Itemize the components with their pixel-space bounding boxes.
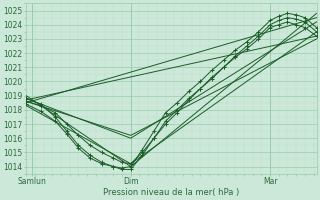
- X-axis label: Pression niveau de la mer( hPa ): Pression niveau de la mer( hPa ): [103, 188, 239, 197]
